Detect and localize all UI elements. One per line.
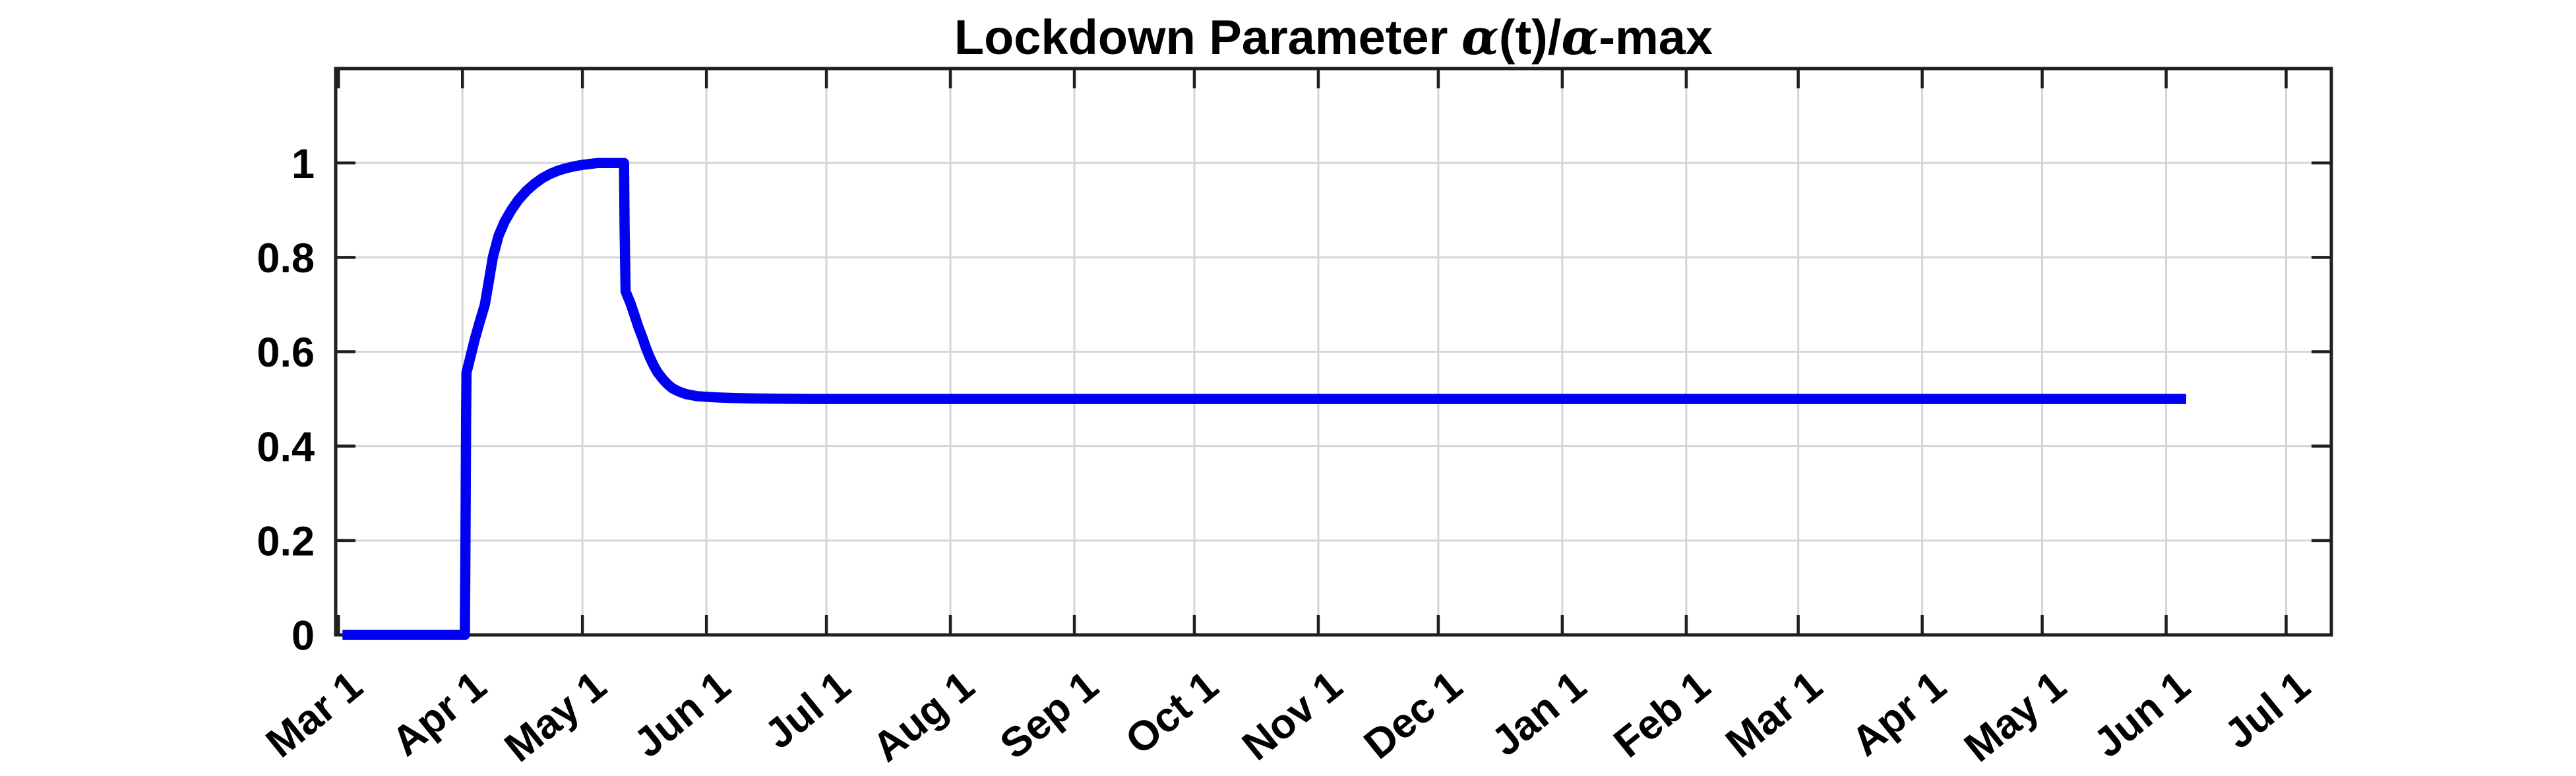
- x-tick-label-jun-1: Jun 1: [2085, 663, 2199, 767]
- x-tick-label-jan-1: Jan 1: [1483, 663, 1595, 765]
- x-tick-label-group: Jul 1: [756, 663, 859, 758]
- x-tick-label-group: Nov 1: [1234, 663, 1351, 769]
- x-tick-label-jul-1: Jul 1: [756, 663, 859, 758]
- x-tick-label-apr-1: Apr 1: [383, 663, 495, 765]
- x-tick-label-jun-1: Jun 1: [626, 663, 739, 767]
- y-tick-label-0: 0: [291, 613, 315, 659]
- x-tick-label-apr-1: Apr 1: [1843, 663, 1955, 765]
- x-tick-label-group: Dec 1: [1355, 663, 1471, 768]
- x-tick-label-group: May 1: [496, 663, 615, 771]
- x-tick-label-group: Jan 1: [1483, 663, 1595, 765]
- x-tick-label-group: Oct 1: [1117, 663, 1227, 764]
- x-tick-label-group: Jun 1: [2085, 663, 2199, 767]
- x-tick-label-group: Jul 1: [2216, 663, 2319, 758]
- x-tick-label-mar-1: Mar 1: [1717, 663, 1831, 767]
- x-tick-label-jul-1: Jul 1: [2216, 663, 2319, 758]
- x-tick-label-group: May 1: [1956, 663, 2075, 771]
- x-tick-label-group: Feb 1: [1605, 663, 1719, 767]
- x-tick-label-mar-1: Mar 1: [258, 663, 371, 767]
- chart-title: Lockdown Parameter α(t)/α-max: [954, 9, 1713, 66]
- x-tick-label-group: Sep 1: [992, 663, 1107, 768]
- y-tick-label-0.8: 0.8: [257, 235, 315, 282]
- x-tick-label-group: Apr 1: [383, 663, 495, 765]
- series-lockdown-parameter-ratio: [342, 163, 2186, 635]
- x-tick-label-nov-1: Nov 1: [1234, 663, 1351, 769]
- x-tick-label-group: Jun 1: [626, 663, 739, 767]
- y-axis-tick-labels: 0 0.2 0.4 0.6 0.8 1: [257, 141, 315, 659]
- gridlines: [336, 69, 2331, 635]
- x-tick-label-dec-1: Dec 1: [1355, 663, 1471, 768]
- x-tick-label-group: Mar 1: [258, 663, 371, 767]
- x-tick-label-feb-1: Feb 1: [1605, 663, 1719, 767]
- x-tick-label-group: Apr 1: [1843, 663, 1955, 765]
- x-tick-label-sep-1: Sep 1: [992, 663, 1107, 768]
- y-tick-label-0.6: 0.6: [257, 330, 315, 376]
- series-line: [342, 163, 2186, 635]
- y-tick-label-0.4: 0.4: [257, 424, 315, 470]
- x-tick-label-oct-1: Oct 1: [1117, 663, 1227, 764]
- y-tick-label-0.2: 0.2: [257, 519, 315, 565]
- x-tick-label-aug-1: Aug 1: [864, 663, 983, 771]
- x-tick-label-may-1: May 1: [496, 663, 615, 771]
- x-tick-label-may-1: May 1: [1956, 663, 2075, 771]
- x-tick-label-group: Mar 1: [1717, 663, 1831, 767]
- x-tick-label-group: Aug 1: [864, 663, 983, 771]
- y-tick-label-1: 1: [291, 141, 315, 187]
